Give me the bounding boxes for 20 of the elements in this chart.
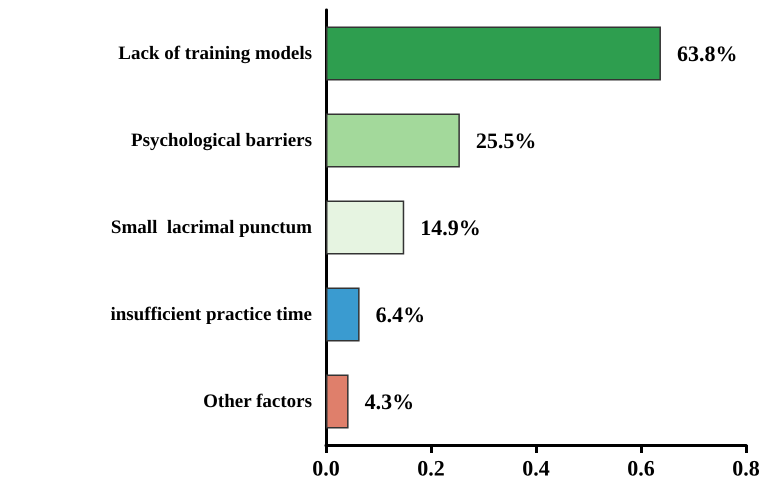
data-label: 14.9% xyxy=(420,215,481,240)
bar xyxy=(326,114,460,168)
data-label: 25.5% xyxy=(476,128,536,153)
data-label: 6.4% xyxy=(376,302,426,327)
data-label: 63.8% xyxy=(676,41,738,66)
bar xyxy=(326,200,404,254)
x-tick-label: 0.4 xyxy=(522,456,550,480)
x-tick-label: 0.8 xyxy=(732,456,760,480)
x-tick-label: 0.2 xyxy=(417,456,445,480)
y-tick-label: Small lacrimal punctum xyxy=(110,217,312,238)
y-tick-label: Psychological barriers xyxy=(131,130,312,151)
y-tick-label: Other factors xyxy=(203,391,312,412)
bar xyxy=(326,288,360,342)
x-tick-label: 0.6 xyxy=(627,456,655,480)
bar xyxy=(326,374,349,428)
y-tick-label: Lack of training models xyxy=(118,43,312,64)
bar xyxy=(326,26,661,80)
data-label: 4.3% xyxy=(364,389,414,414)
x-tick-label: 0.0 xyxy=(312,456,340,480)
y-tick-label: insufficient practice time xyxy=(110,304,312,325)
